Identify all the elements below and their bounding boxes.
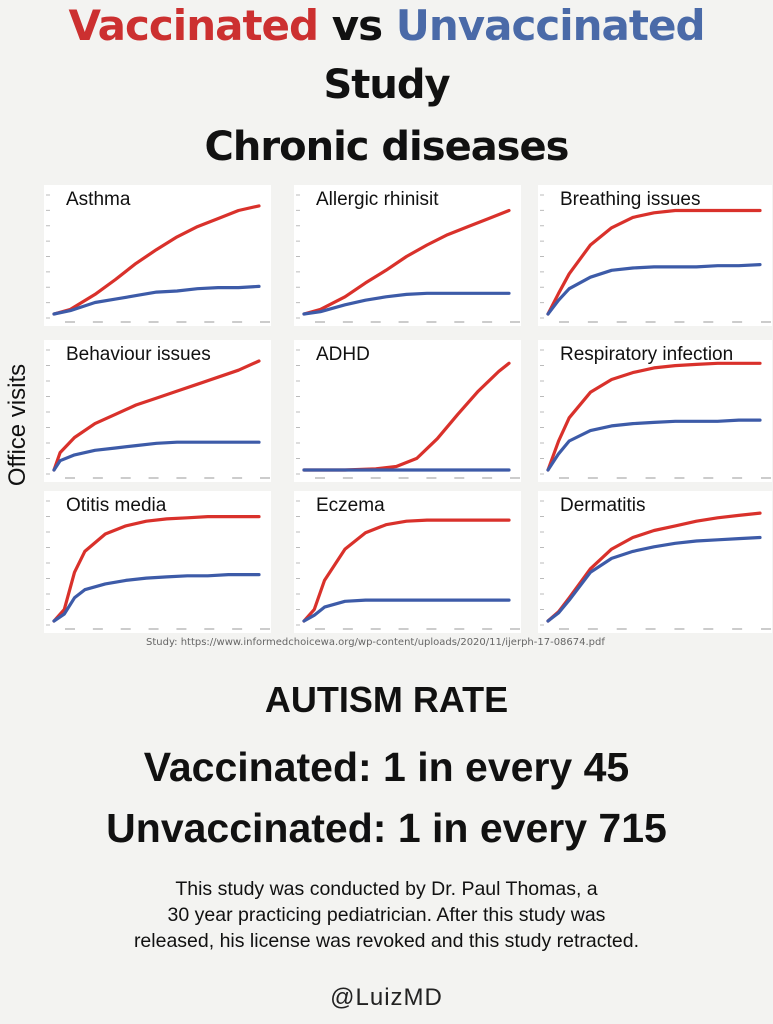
panel-title: Asthma xyxy=(66,189,131,210)
series-line-vaccinated xyxy=(546,208,762,316)
series-line-unvaccinated xyxy=(546,263,762,316)
series-line-vaccinated xyxy=(52,359,261,472)
series-line-vaccinated xyxy=(52,204,261,316)
series-line-unvaccinated xyxy=(52,284,261,316)
panel-background xyxy=(294,340,521,482)
chart-grid: Asthma Allergic rhinisit Breathing issues B… xyxy=(44,185,772,633)
panel-background xyxy=(294,491,521,633)
study-note: This study was conducted by Dr. Paul Tho… xyxy=(20,876,753,954)
series-line-unvaccinated xyxy=(52,440,261,472)
series-line-vaccinated xyxy=(302,518,511,623)
series-line-vaccinated xyxy=(302,208,511,316)
series-line-vaccinated xyxy=(52,514,261,623)
panel-title: Dermatitis xyxy=(560,495,646,516)
author-handle: @LuizMD xyxy=(330,984,443,1011)
source-citation: Study: https://www.informedchoicewa.org/… xyxy=(146,637,605,648)
series-line-unvaccinated xyxy=(52,572,261,623)
chart-panel: Asthma xyxy=(44,185,271,326)
chart-panel: Otitis media xyxy=(44,491,271,633)
series-line-unvaccinated xyxy=(546,418,762,472)
panel-background xyxy=(44,491,271,633)
panel-title: Allergic rhinisit xyxy=(316,189,439,210)
title-study: Study xyxy=(323,62,450,108)
chart-panel: Eczema xyxy=(294,491,521,633)
panel-title: ADHD xyxy=(316,344,370,365)
title-unvaccinated: Unvaccinated xyxy=(395,1,706,50)
panel-title: Eczema xyxy=(316,495,385,516)
main-title: Vaccinated vs Unvaccinated xyxy=(0,2,773,50)
chart-panel: Allergic rhinisit xyxy=(294,185,521,326)
chart-panel: Respiratory infection xyxy=(538,340,772,482)
series-line-unvaccinated xyxy=(302,598,511,623)
chart-panel: ADHD xyxy=(294,340,521,482)
autism-vaccinated: Vaccinated: 1 in every 45 xyxy=(143,744,630,790)
panel-background xyxy=(44,340,271,482)
note-line-2: 30 year practicing pediatrician. After t… xyxy=(167,904,606,926)
series-line-unvaccinated xyxy=(546,535,762,623)
note-line-1: This study was conducted by Dr. Paul Tho… xyxy=(175,878,598,900)
chart-panel: Behaviour issues xyxy=(44,340,271,482)
note-line-3: released, his license was revoked and th… xyxy=(133,930,640,952)
autism-rate-title: AUTISM RATE xyxy=(264,679,509,720)
chart-panel: Dermatitis xyxy=(538,491,772,633)
panel-title: Respiratory infection xyxy=(560,344,733,365)
title-vs: vs xyxy=(331,1,383,50)
series-line-unvaccinated xyxy=(302,291,511,316)
panel-title: Behaviour issues xyxy=(66,344,211,365)
panel-title: Breathing issues xyxy=(560,189,700,210)
panel-title: Otitis media xyxy=(66,495,167,516)
autism-unvaccinated: Unvaccinated: 1 in every 715 xyxy=(106,805,667,851)
chart-panel: Breathing issues xyxy=(538,185,772,326)
title-vaccinated: Vaccinated xyxy=(68,1,319,50)
title-chronic-diseases: Chronic diseases xyxy=(204,124,570,170)
panel-background xyxy=(538,185,772,326)
series-line-vaccinated xyxy=(546,361,762,472)
